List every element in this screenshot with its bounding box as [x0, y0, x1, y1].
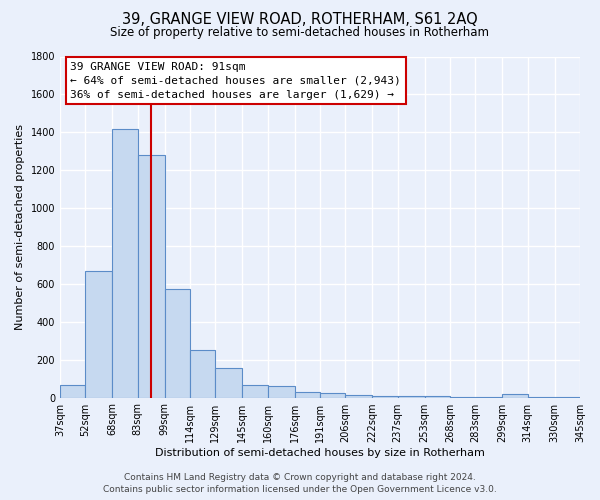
Bar	[190, 350, 215, 398]
Bar	[373, 396, 398, 398]
Bar	[398, 396, 425, 398]
Text: Size of property relative to semi-detached houses in Rotherham: Size of property relative to semi-detach…	[110, 26, 490, 39]
Bar	[137, 155, 165, 398]
Bar	[112, 128, 137, 398]
Bar	[268, 386, 295, 398]
Bar	[60, 386, 85, 398]
X-axis label: Distribution of semi-detached houses by size in Rotherham: Distribution of semi-detached houses by …	[155, 448, 485, 458]
Bar	[85, 270, 112, 398]
Text: Contains HM Land Registry data © Crown copyright and database right 2024.
Contai: Contains HM Land Registry data © Crown c…	[103, 472, 497, 494]
Bar	[320, 393, 346, 398]
Text: 39 GRANGE VIEW ROAD: 91sqm
← 64% of semi-detached houses are smaller (2,943)
36%: 39 GRANGE VIEW ROAD: 91sqm ← 64% of semi…	[70, 62, 401, 100]
Bar	[450, 396, 475, 398]
Bar	[346, 394, 373, 398]
Y-axis label: Number of semi-detached properties: Number of semi-detached properties	[15, 124, 25, 330]
Text: 39, GRANGE VIEW ROAD, ROTHERHAM, S61 2AQ: 39, GRANGE VIEW ROAD, ROTHERHAM, S61 2AQ	[122, 12, 478, 28]
Bar	[502, 394, 527, 398]
Bar	[475, 397, 502, 398]
Bar	[165, 288, 190, 398]
Bar	[242, 386, 268, 398]
Bar	[295, 392, 320, 398]
Bar	[425, 396, 450, 398]
Bar	[215, 368, 242, 398]
